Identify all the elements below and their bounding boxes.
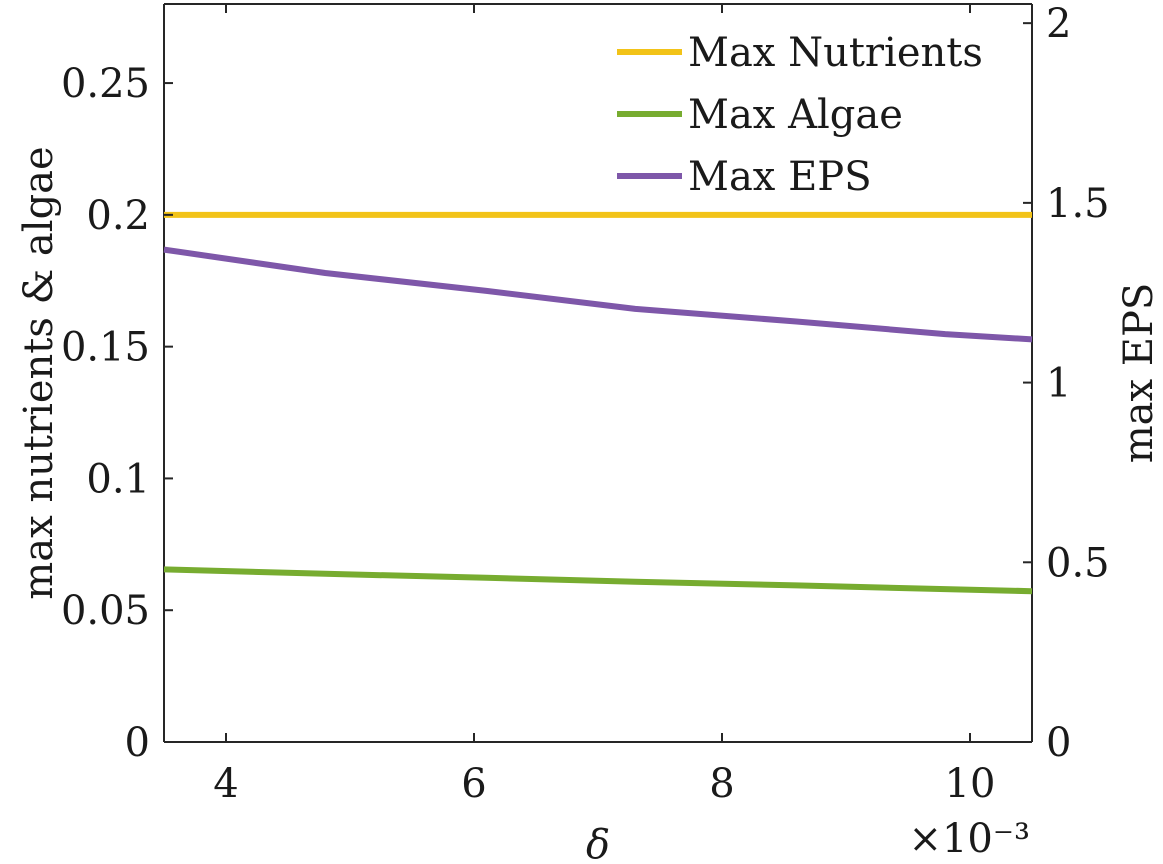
legend-label-max-nutrients: Max Nutrients [688,30,983,76]
x-axis-label: δ [586,822,610,864]
x-tick-label: 4 [213,761,238,807]
y-right-tick-label: 0 [1046,720,1071,766]
series-layer [163,211,1033,595]
y-right-tick-label: 2 [1046,1,1071,47]
y-left-tick-label: 0 [125,720,150,766]
legend: Max Nutrients Max Algae Max EPS [617,30,983,200]
plot-frame [163,3,1033,743]
y-left-tick-label: 0.25 [61,61,150,107]
x-tick-label: 8 [709,761,734,807]
series-line-max-algae [163,566,1033,595]
y-axis-left-label: max nutrients & algae [16,146,62,599]
x-tick-label: 10 [945,761,996,807]
y-left-tick-label: 0.2 [86,193,150,239]
y-left-tick-label: 0.05 [61,588,150,634]
y-axis-right-label: max EPS [1116,283,1162,464]
series-line-max-eps [163,246,1033,343]
y-left-tick-label: 0.1 [86,456,150,502]
legend-label-max-algae: Max Algae [688,92,903,138]
y-right-tick-label: 1 [1046,361,1071,407]
ticks-layer: 4 6 8 10 0 0.05 0.1 0.15 0.2 0.25 0 0.5 1 1.5 2 [61,1,1110,807]
y-left-tick-label: 0.15 [61,325,150,371]
y-right-tick-label: 1.5 [1046,181,1110,227]
y-right-tick-label: 0.5 [1046,540,1110,586]
x-axis-multiplier: ×10⁻³ [908,816,1030,862]
legend-label-max-eps: Max EPS [688,154,872,200]
x-tick-label: 6 [461,761,486,807]
